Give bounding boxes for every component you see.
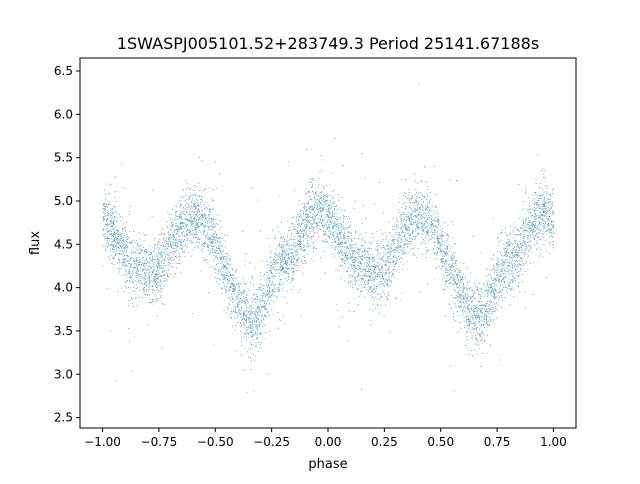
y-tick-label: 6.0 [54,107,73,121]
chart-title: 1SWASPJ005101.52+283749.3 Period 25141.6… [117,34,539,53]
x-axis-label: phase [308,457,347,472]
y-axis-ticks: 2.5 3.0 3.5 4.0 4.5 5.0 5.5 6.0 6.5 [54,64,80,425]
x-tick-label: −0.50 [197,435,234,449]
y-tick-label: 5.0 [54,194,73,208]
y-tick-label: 3.0 [54,367,73,381]
x-tick-label: 0.25 [371,435,398,449]
x-tick-label: −0.25 [253,435,290,449]
flux-scatter-points [102,84,555,393]
y-tick-label: 4.5 [54,237,73,251]
y-tick-label: 5.5 [54,151,73,165]
x-tick-label: −1.00 [84,435,121,449]
y-axis-label: flux [28,231,43,255]
y-tick-label: 2.5 [54,411,73,425]
x-tick-label: 0.00 [315,435,342,449]
x-tick-label: −0.75 [141,435,178,449]
x-axis-ticks: −1.00 −0.75 −0.50 −0.25 0.00 0.25 0.50 0.75 1.00 [84,428,567,449]
x-tick-label: 1.00 [540,435,567,449]
y-tick-label: 3.5 [54,324,73,338]
x-tick-label: 0.50 [427,435,454,449]
data-points [102,84,555,393]
y-tick-label: 6.5 [54,64,73,78]
x-tick-label: 0.75 [484,435,511,449]
y-tick-label: 4.0 [54,281,73,295]
